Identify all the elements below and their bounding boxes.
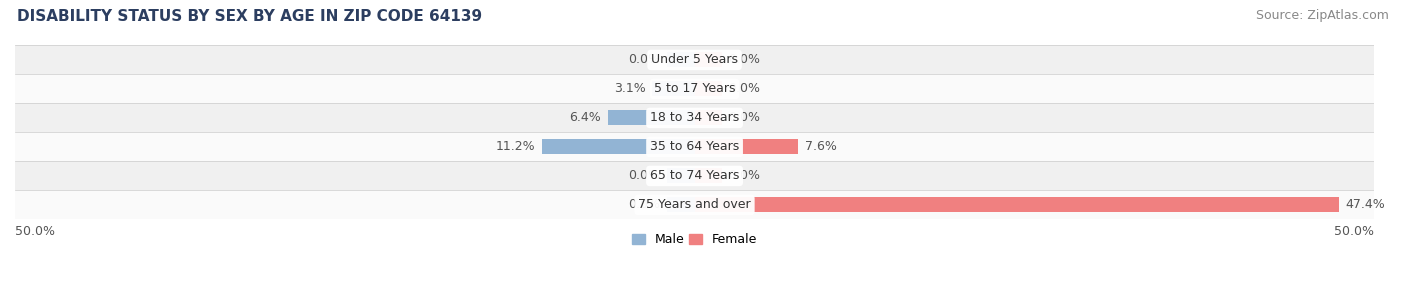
Text: 75 Years and over: 75 Years and over <box>638 199 751 211</box>
Bar <box>543 139 695 154</box>
Bar <box>695 197 1339 212</box>
Bar <box>668 197 695 212</box>
Bar <box>695 81 721 96</box>
Text: 18 to 34 Years: 18 to 34 Years <box>650 111 740 124</box>
Text: 35 to 64 Years: 35 to 64 Years <box>650 140 740 154</box>
Bar <box>607 110 695 126</box>
Bar <box>695 52 721 67</box>
Text: 65 to 74 Years: 65 to 74 Years <box>650 169 740 182</box>
Bar <box>15 74 1374 103</box>
Text: 47.4%: 47.4% <box>1346 199 1385 211</box>
Text: 11.2%: 11.2% <box>496 140 536 154</box>
Bar <box>695 139 797 154</box>
Text: DISABILITY STATUS BY SEX BY AGE IN ZIP CODE 64139: DISABILITY STATUS BY SEX BY AGE IN ZIP C… <box>17 9 482 24</box>
Text: 6.4%: 6.4% <box>569 111 600 124</box>
Text: 0.0%: 0.0% <box>728 169 761 182</box>
Text: Under 5 Years: Under 5 Years <box>651 54 738 66</box>
Bar <box>15 133 1374 161</box>
Text: 0.0%: 0.0% <box>628 169 661 182</box>
Text: 7.6%: 7.6% <box>804 140 837 154</box>
Bar <box>668 52 695 67</box>
Bar <box>15 103 1374 133</box>
Text: 50.0%: 50.0% <box>1334 225 1374 238</box>
Text: 0.0%: 0.0% <box>628 199 661 211</box>
Text: 0.0%: 0.0% <box>628 54 661 66</box>
Text: 0.0%: 0.0% <box>728 82 761 95</box>
Text: 0.0%: 0.0% <box>728 54 761 66</box>
Bar <box>15 45 1374 74</box>
Text: 5 to 17 Years: 5 to 17 Years <box>654 82 735 95</box>
Bar <box>15 190 1374 219</box>
Text: Source: ZipAtlas.com: Source: ZipAtlas.com <box>1256 9 1389 22</box>
Bar <box>695 110 721 126</box>
Bar <box>15 161 1374 190</box>
Text: 3.1%: 3.1% <box>614 82 645 95</box>
Text: 0.0%: 0.0% <box>728 111 761 124</box>
Bar <box>668 168 695 184</box>
Legend: Male, Female: Male, Female <box>627 229 762 251</box>
Bar <box>652 81 695 96</box>
Bar <box>695 168 721 184</box>
Text: 50.0%: 50.0% <box>15 225 55 238</box>
